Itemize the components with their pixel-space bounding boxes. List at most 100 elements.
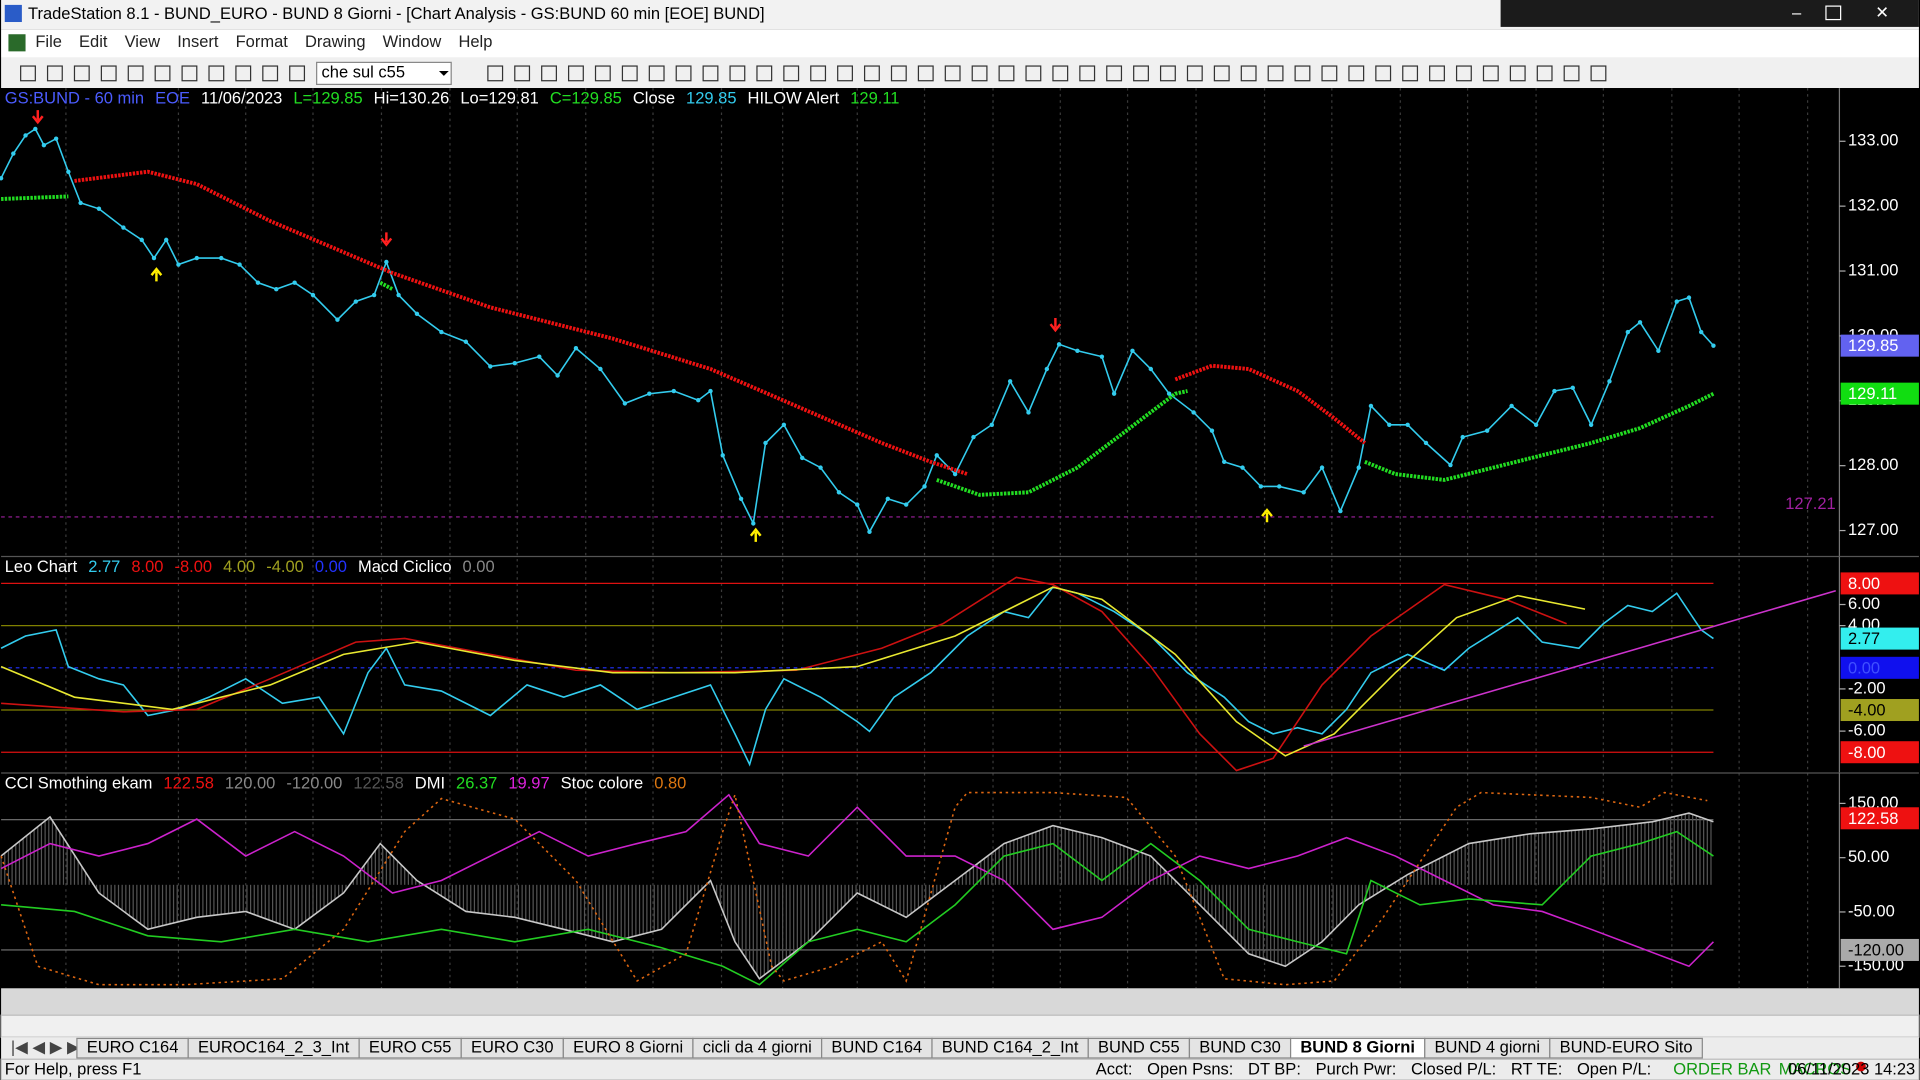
sheet-tab[interactable] bbox=[1549, 1037, 1703, 1059]
tool-icon[interactable] bbox=[1186, 65, 1203, 82]
status-field: Open P/L: bbox=[1577, 1061, 1651, 1079]
tool-icon[interactable] bbox=[756, 65, 773, 82]
tool-icon[interactable] bbox=[1375, 65, 1392, 82]
price-dot bbox=[1044, 366, 1050, 372]
sheet-tab-label[interactable]: EURO C55 bbox=[369, 1039, 452, 1057]
tool-icon[interactable] bbox=[541, 65, 557, 82]
sheet-tab-label[interactable]: BUND 4 giorni bbox=[1435, 1039, 1540, 1057]
tool-icon[interactable] bbox=[1052, 65, 1069, 82]
tool-icon[interactable] bbox=[46, 65, 63, 82]
sheet-tab-label[interactable]: BUND C164 bbox=[831, 1039, 922, 1057]
tool-icon[interactable] bbox=[944, 65, 961, 82]
price-dot bbox=[1484, 428, 1490, 433]
tool-icon[interactable] bbox=[1536, 65, 1553, 82]
tool-icon[interactable] bbox=[863, 65, 880, 82]
close-button[interactable]: ✕ bbox=[1875, 4, 1889, 22]
tool-icon[interactable] bbox=[783, 65, 800, 82]
tool-icon[interactable] bbox=[1321, 65, 1338, 82]
tool-icon[interactable] bbox=[208, 65, 225, 82]
tool-icon[interactable] bbox=[621, 65, 638, 82]
tool-icon[interactable] bbox=[1294, 65, 1311, 82]
sheet-tab-label[interactable]: EUROC164_2_3_Int bbox=[198, 1039, 350, 1057]
tool-icon[interactable] bbox=[1025, 65, 1042, 82]
sheet-tab-label[interactable]: EURO 8 Giorni bbox=[573, 1039, 683, 1057]
tool-icon[interactable] bbox=[289, 65, 306, 82]
menu-item[interactable]: Help bbox=[458, 33, 492, 51]
sheet-tab-label[interactable]: BUND C30 bbox=[1199, 1039, 1281, 1057]
macros[interactable]: MACROS bbox=[1779, 1061, 1851, 1079]
status-help: For Help, press F1 bbox=[5, 1061, 142, 1079]
tool-icon[interactable] bbox=[1590, 65, 1607, 82]
sheet-tab-label[interactable]: BUND C55 bbox=[1098, 1039, 1180, 1057]
price-dot bbox=[1075, 348, 1080, 354]
sheet-tab-label[interactable]: BUND 8 Giorni bbox=[1300, 1039, 1415, 1057]
tool-icon[interactable] bbox=[1213, 65, 1230, 82]
price-tag bbox=[1840, 938, 1919, 961]
tool-icon[interactable] bbox=[1402, 65, 1419, 82]
tool-icon[interactable] bbox=[1133, 65, 1149, 82]
tool-icon[interactable] bbox=[1563, 65, 1580, 82]
menu-item[interactable]: Drawing bbox=[305, 33, 366, 51]
sheet-tab-label[interactable]: EURO C164 bbox=[87, 1039, 179, 1057]
tool-icon[interactable] bbox=[810, 65, 827, 82]
tool-icon[interactable] bbox=[1267, 65, 1284, 82]
y-tick-label: 6.00 bbox=[1848, 595, 1880, 613]
menu-bar bbox=[1, 29, 1919, 58]
sheet-tab-label[interactable]: BUND C164_2_Int bbox=[942, 1039, 1079, 1057]
tab-nav[interactable]: |◀ ◀ ▶ ▶| bbox=[11, 1039, 84, 1057]
tool-icon[interactable] bbox=[1348, 65, 1365, 82]
tool-icon[interactable] bbox=[1106, 65, 1123, 82]
sheet-tab-label[interactable]: BUND-EURO Sito bbox=[1560, 1039, 1693, 1057]
tool-icon[interactable] bbox=[837, 65, 853, 82]
y-tick-label: 50.00 bbox=[1848, 848, 1889, 866]
scrollbar[interactable] bbox=[0, 1014, 1920, 1038]
signal-arrows bbox=[31, 110, 1273, 542]
tool-icon[interactable] bbox=[20, 65, 36, 82]
tool-icon[interactable] bbox=[1429, 65, 1445, 82]
tool-icon[interactable] bbox=[567, 65, 584, 82]
tool-icon[interactable] bbox=[1509, 65, 1526, 82]
order-bar[interactable]: ORDER BAR bbox=[1673, 1061, 1771, 1079]
tool-icon[interactable] bbox=[154, 65, 171, 82]
menu-item[interactable]: Insert bbox=[177, 33, 219, 51]
sheet-tab-label[interactable]: EURO C30 bbox=[471, 1039, 554, 1057]
tool-icon[interactable] bbox=[1455, 65, 1472, 82]
tool-icon[interactable] bbox=[729, 65, 746, 82]
maximize-button[interactable] bbox=[1825, 5, 1842, 21]
tool-icon[interactable] bbox=[890, 65, 907, 82]
buy-arrow bbox=[749, 527, 762, 542]
tool-icon[interactable] bbox=[1159, 65, 1176, 82]
tool-icon[interactable] bbox=[181, 65, 198, 82]
tool-icon[interactable] bbox=[648, 65, 665, 82]
tool-icon[interactable] bbox=[127, 65, 144, 82]
tool-icon[interactable] bbox=[594, 65, 611, 82]
price-tag bbox=[1840, 334, 1919, 357]
price-dot bbox=[720, 453, 725, 458]
tool-icon[interactable] bbox=[917, 65, 934, 82]
tool-icon[interactable] bbox=[1482, 65, 1499, 82]
tool-icon[interactable] bbox=[487, 65, 504, 82]
menu-item[interactable]: View bbox=[125, 33, 161, 51]
menu-item[interactable]: Format bbox=[236, 33, 289, 51]
tool-icon[interactable] bbox=[971, 65, 988, 82]
menu-item[interactable]: Edit bbox=[79, 33, 108, 51]
tool-icon[interactable] bbox=[262, 65, 279, 82]
price-dot bbox=[1277, 484, 1282, 489]
tool-icon[interactable] bbox=[998, 65, 1015, 82]
tool-icon[interactable] bbox=[675, 65, 692, 82]
tool-icon[interactable] bbox=[1240, 65, 1257, 82]
price-dot bbox=[96, 206, 102, 211]
tool-icon[interactable] bbox=[1079, 65, 1096, 82]
sheet-tab-label[interactable]: cicli da 4 giorni bbox=[703, 1039, 812, 1057]
tool-icon[interactable] bbox=[73, 65, 90, 82]
tabs: EURO C164 EUROC164_2_3_Int EURO C55 EURO C3… bbox=[76, 1037, 1703, 1059]
menu-item[interactable]: File bbox=[35, 33, 62, 51]
tool-icon[interactable] bbox=[235, 65, 252, 82]
tool-icon[interactable] bbox=[514, 65, 531, 82]
symbol-box[interactable] bbox=[316, 61, 452, 86]
tool-icon[interactable] bbox=[702, 65, 719, 82]
tool-icon[interactable] bbox=[100, 65, 117, 82]
price-dot bbox=[1319, 465, 1325, 470]
minimize-button[interactable]: – bbox=[1792, 4, 1802, 22]
menu-item[interactable]: Window bbox=[383, 33, 442, 51]
